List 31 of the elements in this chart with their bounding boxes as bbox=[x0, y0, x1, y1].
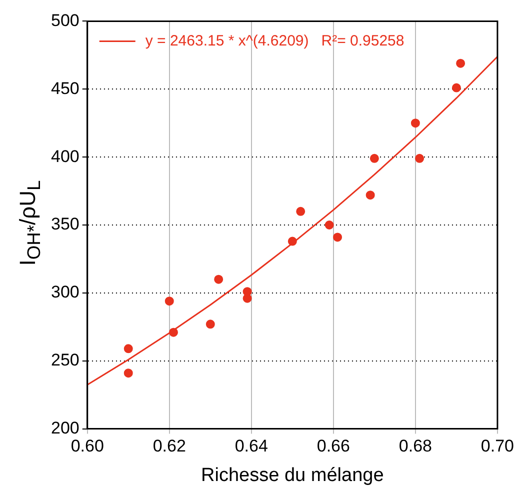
point bbox=[206, 320, 215, 329]
y-tick-label: 500 bbox=[50, 10, 80, 30]
point bbox=[333, 232, 342, 242]
point bbox=[410, 118, 420, 128]
point bbox=[452, 83, 461, 92]
x-tick-label: 0.64 bbox=[234, 436, 268, 456]
y-tick-label: 300 bbox=[50, 282, 80, 302]
point bbox=[324, 220, 334, 230]
x-axis-title: Richesse du mélange bbox=[201, 464, 384, 486]
legend-label: y = 2463.15 * x^(4.6209) R²= 0.95258 bbox=[145, 32, 404, 50]
x-tick-label: 0.62 bbox=[152, 436, 186, 456]
y-tick-label: 200 bbox=[50, 418, 80, 438]
point bbox=[456, 58, 466, 68]
point bbox=[164, 296, 174, 306]
point bbox=[370, 154, 379, 163]
point bbox=[366, 190, 375, 200]
point bbox=[168, 328, 178, 337]
point bbox=[214, 274, 224, 284]
x-tick-label: 0.68 bbox=[398, 436, 432, 456]
x-tick-label: 0.60 bbox=[70, 436, 104, 456]
y-tick-label: 250 bbox=[50, 350, 80, 370]
x-tick-label: 0.70 bbox=[480, 436, 514, 456]
point bbox=[288, 236, 297, 246]
x-tick-label: 0.66 bbox=[316, 436, 350, 456]
point bbox=[415, 154, 424, 163]
point bbox=[124, 368, 133, 378]
y-tick-label: 350 bbox=[50, 214, 80, 234]
point bbox=[296, 206, 306, 216]
point bbox=[124, 344, 133, 354]
y-tick-label: 450 bbox=[50, 78, 80, 98]
y-tick-label: 400 bbox=[50, 146, 80, 166]
